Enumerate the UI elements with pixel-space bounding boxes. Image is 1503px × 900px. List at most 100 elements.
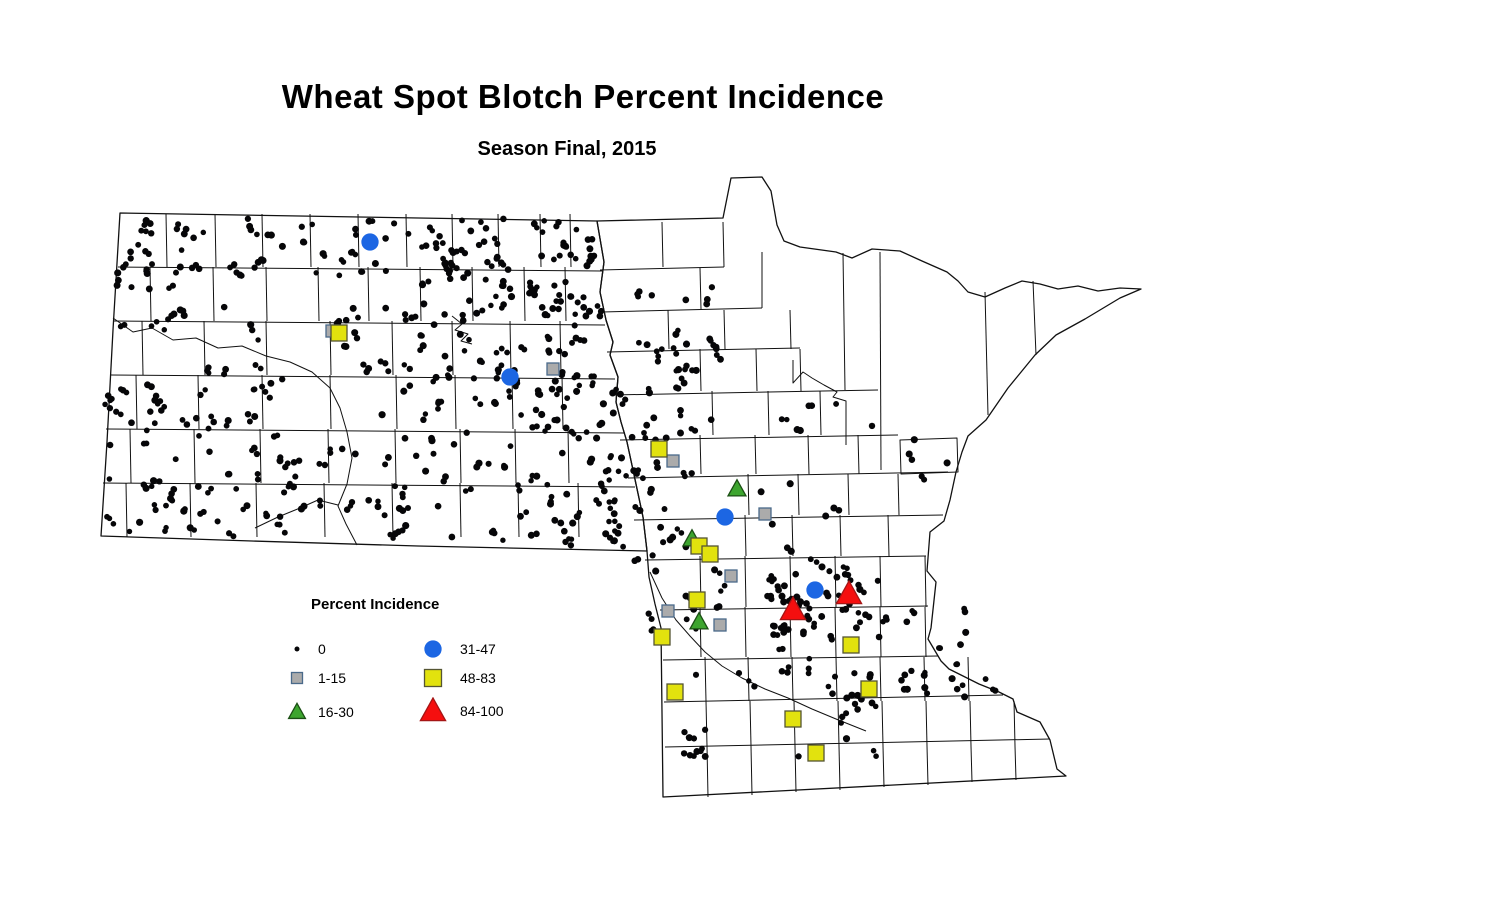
boundary-line [611, 389, 879, 396]
survey-dot [843, 710, 850, 717]
survey-dot [573, 226, 580, 233]
survey-dot [473, 309, 481, 317]
boundary-line [125, 482, 128, 538]
survey-dot [172, 456, 179, 463]
survey-dot [194, 483, 202, 490]
survey-dot [480, 238, 488, 245]
survey-dot [196, 433, 202, 439]
survey-dot [382, 235, 389, 242]
survey-dot [682, 592, 690, 600]
survey-dot [735, 670, 743, 677]
legend-item: 31-47 [419, 635, 579, 663]
survey-dot [868, 699, 876, 707]
survey-dot [619, 401, 626, 408]
survey-dot [518, 412, 524, 418]
legend-item-label: 16-30 [318, 704, 354, 720]
survey-dot [464, 269, 472, 277]
survey-dot [582, 312, 589, 319]
survey-dot [448, 247, 455, 254]
survey-dot [434, 502, 442, 510]
survey-dot [610, 510, 618, 518]
survey-dot [493, 293, 499, 300]
survey-dot [806, 655, 813, 662]
survey-dot [179, 416, 186, 423]
incidence-marker-31-47 [501, 368, 519, 386]
survey-dot [903, 685, 911, 693]
survey-dot [255, 337, 261, 343]
survey-dot [553, 298, 560, 304]
survey-dot [589, 382, 595, 389]
legend-item: 1-15 [283, 664, 443, 692]
survey-dot [868, 422, 876, 430]
survey-dot [148, 323, 155, 329]
survey-dot [143, 228, 149, 235]
survey-dot [620, 543, 626, 550]
survey-dot [681, 473, 688, 480]
survey-dot [507, 293, 516, 301]
survey-dot [576, 382, 583, 389]
survey-dot [406, 382, 414, 390]
survey-dot [127, 248, 134, 256]
survey-dot [498, 345, 505, 352]
survey-dot [365, 496, 373, 504]
survey-dot [206, 448, 213, 455]
survey-dot [106, 441, 114, 449]
survey-dot [205, 489, 211, 496]
survey-dot [202, 387, 208, 393]
survey-dot [113, 281, 121, 289]
survey-dot [343, 506, 351, 513]
boundary-line [838, 745, 841, 791]
survey-dot [418, 281, 427, 289]
survey-dot [555, 305, 562, 313]
survey-dot [567, 293, 575, 300]
survey-dot [259, 257, 267, 264]
survey-dot [921, 684, 929, 692]
boundary-line [105, 428, 626, 434]
survey-dot [114, 269, 122, 277]
incidence-marker-48-83 [701, 545, 719, 563]
survey-dot [721, 582, 728, 589]
survey-dot [405, 230, 412, 237]
survey-dot [673, 384, 680, 391]
survey-dot [831, 673, 839, 680]
survey-dot [470, 375, 478, 382]
survey-dot [764, 592, 771, 600]
survey-dot [467, 486, 474, 493]
survey-dot [123, 389, 130, 396]
survey-dot [527, 283, 534, 290]
survey-dot [795, 753, 802, 760]
survey-dot [800, 630, 807, 638]
boundary-line [193, 428, 196, 484]
survey-dot [176, 263, 184, 271]
boundary-line [887, 514, 890, 557]
survey-dot [391, 220, 398, 227]
survey-dot [778, 668, 786, 675]
boundary-line [112, 317, 358, 546]
survey-dot [430, 321, 438, 328]
survey-dot [200, 229, 207, 236]
survey-dot [614, 529, 622, 537]
survey-dot [588, 236, 596, 243]
survey-dot [575, 435, 582, 442]
survey-dot [770, 622, 778, 630]
survey-dot [401, 484, 408, 491]
survey-dot [992, 687, 999, 694]
incidence-marker-1-15 [546, 362, 560, 376]
survey-dot [485, 460, 492, 467]
survey-dot [576, 509, 583, 516]
survey-dot [146, 220, 154, 228]
survey-dot [547, 498, 554, 505]
boundary-line [750, 745, 753, 796]
survey-dot [597, 480, 605, 487]
legend-marker-circle-icon [424, 640, 442, 658]
survey-dot [351, 450, 359, 458]
survey-dot [910, 609, 918, 617]
legend-item-label: 84-100 [460, 703, 504, 719]
boundary-line [514, 428, 517, 484]
survey-dot [342, 316, 350, 324]
survey-dot [317, 502, 324, 509]
survey-dot [549, 305, 557, 312]
survey-dot [183, 421, 191, 428]
survey-dot [563, 243, 570, 250]
